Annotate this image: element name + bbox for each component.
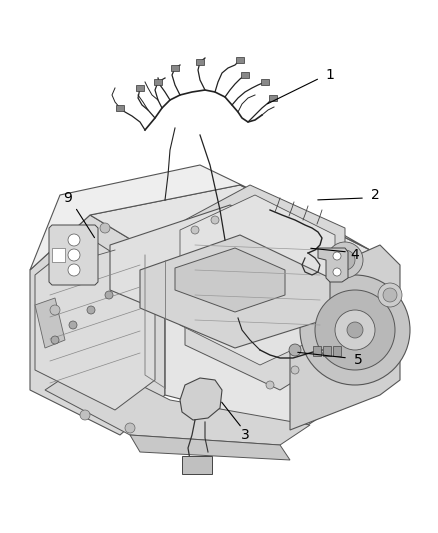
Polygon shape bbox=[52, 248, 65, 262]
Text: 9: 9 bbox=[64, 191, 72, 205]
Bar bbox=[116, 105, 124, 111]
Text: 2: 2 bbox=[371, 188, 379, 202]
Circle shape bbox=[68, 249, 80, 261]
Text: 4: 4 bbox=[351, 248, 359, 262]
Polygon shape bbox=[185, 185, 345, 390]
Bar bbox=[269, 95, 277, 101]
Bar bbox=[333, 346, 341, 356]
Polygon shape bbox=[130, 435, 290, 460]
Polygon shape bbox=[318, 248, 348, 282]
Circle shape bbox=[333, 252, 341, 260]
Circle shape bbox=[50, 305, 60, 315]
Bar bbox=[154, 79, 162, 85]
Polygon shape bbox=[30, 165, 370, 270]
Bar bbox=[323, 346, 331, 356]
Circle shape bbox=[347, 322, 363, 338]
Polygon shape bbox=[90, 185, 370, 430]
Circle shape bbox=[69, 321, 77, 329]
Circle shape bbox=[68, 234, 80, 246]
Polygon shape bbox=[110, 205, 345, 340]
Circle shape bbox=[191, 226, 199, 234]
Bar bbox=[313, 346, 321, 356]
Circle shape bbox=[327, 242, 363, 278]
Polygon shape bbox=[175, 248, 285, 312]
Text: 1: 1 bbox=[325, 68, 335, 82]
Polygon shape bbox=[35, 298, 65, 348]
Text: 5: 5 bbox=[353, 353, 362, 367]
Bar bbox=[241, 72, 249, 78]
Bar bbox=[236, 57, 244, 63]
Circle shape bbox=[87, 306, 95, 314]
Circle shape bbox=[300, 275, 410, 385]
Bar bbox=[136, 85, 144, 91]
Circle shape bbox=[51, 336, 59, 344]
Polygon shape bbox=[140, 235, 330, 348]
Circle shape bbox=[289, 344, 301, 356]
Polygon shape bbox=[180, 195, 335, 365]
Circle shape bbox=[383, 288, 397, 302]
Bar bbox=[171, 65, 179, 71]
Circle shape bbox=[335, 310, 375, 350]
Polygon shape bbox=[45, 360, 310, 445]
Polygon shape bbox=[35, 235, 155, 410]
Circle shape bbox=[125, 423, 135, 433]
Circle shape bbox=[100, 223, 110, 233]
Circle shape bbox=[211, 216, 219, 224]
Bar bbox=[182, 456, 212, 474]
Bar bbox=[196, 59, 204, 65]
Circle shape bbox=[315, 290, 395, 370]
Circle shape bbox=[105, 291, 113, 299]
Polygon shape bbox=[30, 215, 165, 435]
Circle shape bbox=[333, 268, 341, 276]
Circle shape bbox=[68, 264, 80, 276]
Circle shape bbox=[378, 283, 402, 307]
Circle shape bbox=[80, 410, 90, 420]
Text: 3: 3 bbox=[240, 428, 249, 442]
Circle shape bbox=[291, 366, 299, 374]
Circle shape bbox=[70, 243, 80, 253]
Polygon shape bbox=[290, 245, 400, 430]
Circle shape bbox=[335, 250, 355, 270]
Circle shape bbox=[266, 381, 274, 389]
Polygon shape bbox=[180, 378, 222, 420]
Bar bbox=[261, 79, 269, 85]
Polygon shape bbox=[49, 225, 98, 285]
